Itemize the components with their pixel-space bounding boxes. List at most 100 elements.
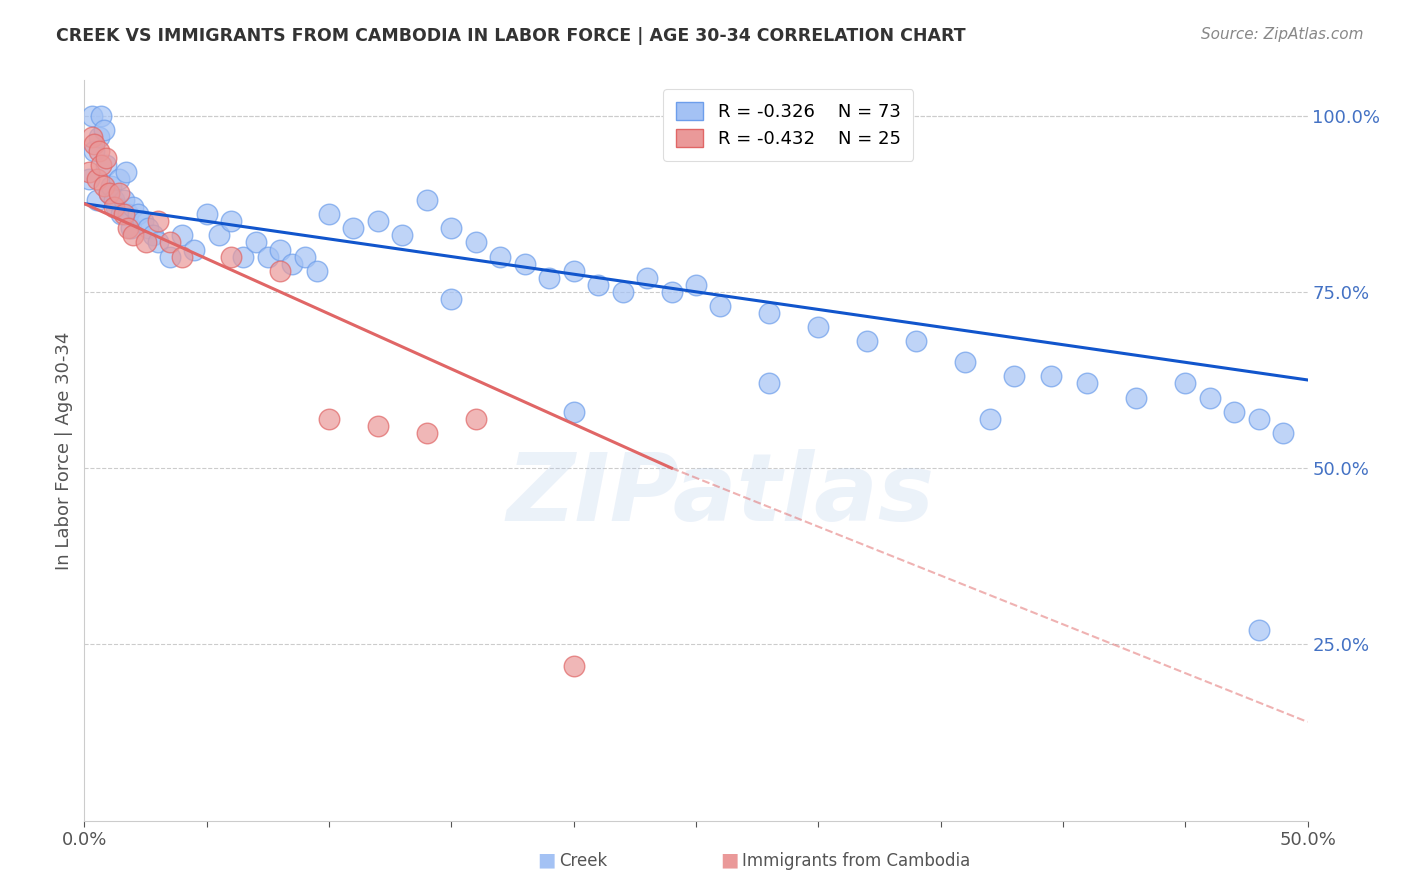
Point <box>115 165 138 179</box>
Point <box>90 158 112 172</box>
Point <box>416 425 439 440</box>
Point <box>232 250 254 264</box>
Point <box>807 320 830 334</box>
Point <box>440 292 463 306</box>
Point <box>117 221 139 235</box>
Text: ■: ■ <box>537 851 555 870</box>
Point <box>1247 624 1270 638</box>
Point <box>127 207 149 221</box>
Point <box>117 207 139 221</box>
Point <box>100 179 122 194</box>
Point <box>93 122 115 136</box>
Point <box>245 235 267 250</box>
Point <box>183 243 205 257</box>
Point <box>562 263 585 277</box>
Point <box>562 658 585 673</box>
Point <box>905 334 928 348</box>
Point <box>107 186 129 200</box>
Point <box>586 277 609 292</box>
Point <box>80 109 103 123</box>
Point <box>83 136 105 151</box>
Point <box>219 250 242 264</box>
Point <box>90 109 112 123</box>
Point <box>122 228 145 243</box>
Point <box>83 144 105 158</box>
Point <box>318 411 340 425</box>
Point <box>135 235 157 250</box>
Point <box>269 243 291 257</box>
Point <box>661 285 683 299</box>
Point <box>136 221 159 235</box>
Point <box>77 172 100 186</box>
Point <box>1076 376 1098 391</box>
Text: CREEK VS IMMIGRANTS FROM CAMBODIA IN LABOR FORCE | AGE 30-34 CORRELATION CHART: CREEK VS IMMIGRANTS FROM CAMBODIA IN LAB… <box>56 27 966 45</box>
Point <box>1125 391 1147 405</box>
Point <box>342 221 364 235</box>
Point <box>146 214 169 228</box>
Point <box>367 418 389 433</box>
Point <box>86 193 108 207</box>
Point <box>269 263 291 277</box>
Point <box>636 270 658 285</box>
Point <box>159 250 181 264</box>
Point <box>685 277 707 292</box>
Point <box>96 158 118 172</box>
Point <box>318 207 340 221</box>
Point <box>103 193 125 207</box>
Text: Source: ZipAtlas.com: Source: ZipAtlas.com <box>1201 27 1364 42</box>
Point <box>77 165 100 179</box>
Point <box>97 186 120 200</box>
Point <box>612 285 634 299</box>
Point <box>1174 376 1197 391</box>
Point <box>208 228 231 243</box>
Point <box>107 172 129 186</box>
Point <box>96 151 118 165</box>
Point <box>1272 425 1295 440</box>
Point <box>489 250 512 264</box>
Point <box>80 129 103 144</box>
Point <box>513 257 536 271</box>
Point <box>464 235 486 250</box>
Point <box>979 411 1001 425</box>
Point <box>112 207 135 221</box>
Point <box>159 235 181 250</box>
Text: ■: ■ <box>720 851 738 870</box>
Point <box>538 270 561 285</box>
Point <box>86 172 108 186</box>
Point <box>142 228 165 243</box>
Point <box>440 221 463 235</box>
Point <box>709 299 731 313</box>
Point <box>132 214 155 228</box>
Point <box>758 376 780 391</box>
Text: ZIPatlas: ZIPatlas <box>506 449 935 541</box>
Point <box>87 129 110 144</box>
Point <box>1223 405 1246 419</box>
Point <box>120 221 142 235</box>
Text: Creek: Creek <box>560 852 607 870</box>
Point <box>1039 369 1062 384</box>
Point <box>110 207 132 221</box>
Point <box>195 207 218 221</box>
Point <box>87 144 110 158</box>
Point <box>93 179 115 194</box>
Point <box>112 193 135 207</box>
Point <box>281 257 304 271</box>
Point <box>1002 369 1025 384</box>
Point <box>257 250 280 264</box>
Point <box>953 355 976 369</box>
Point <box>305 263 328 277</box>
Legend: R = -0.326    N = 73, R = -0.432    N = 25: R = -0.326 N = 73, R = -0.432 N = 25 <box>664 89 914 161</box>
Point <box>172 228 194 243</box>
Point <box>562 405 585 419</box>
Point <box>103 200 125 214</box>
Text: Immigrants from Cambodia: Immigrants from Cambodia <box>742 852 970 870</box>
Point <box>416 193 439 207</box>
Point <box>219 214 242 228</box>
Point <box>146 235 169 250</box>
Point <box>856 334 879 348</box>
Point <box>1198 391 1220 405</box>
Point <box>391 228 413 243</box>
Point <box>367 214 389 228</box>
Point <box>97 186 120 200</box>
Point <box>758 306 780 320</box>
